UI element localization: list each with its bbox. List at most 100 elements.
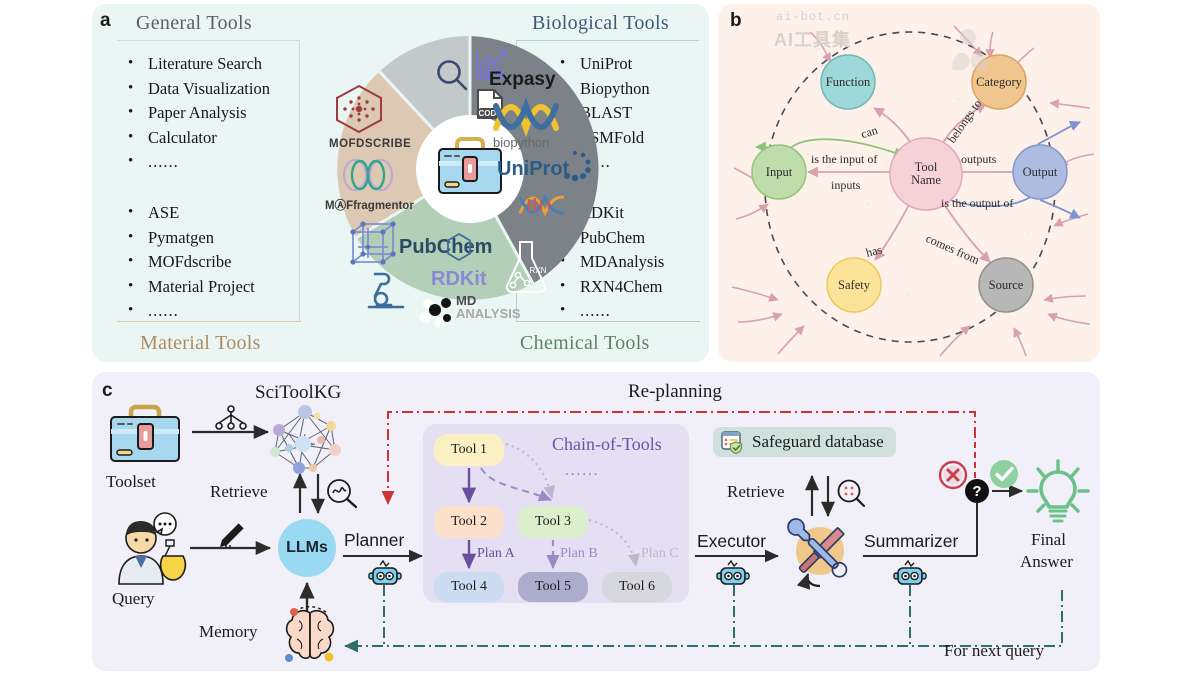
check-circle-icon [990, 460, 1018, 488]
list-item: Material Project [122, 274, 255, 300]
list-item: Paper Analysis [122, 100, 270, 126]
retrieve-bottom-label: Retrieve [727, 482, 785, 501]
memory-feedback-loop [344, 590, 1063, 653]
material-tools-title: Material Tools [140, 332, 261, 354]
toolbox-icon [438, 137, 502, 194]
output-outgoing-edge-2 [1039, 199, 1081, 219]
node-input-circle [751, 144, 807, 200]
knowledge-graph-svg [731, 25, 1095, 357]
node-output-label: Output [1022, 164, 1058, 179]
expasy-logo: Expasy [489, 69, 556, 90]
for-next-query-label: For next query [944, 641, 1045, 660]
search-icon [837, 479, 866, 508]
summarizer-label: Summarizer [864, 531, 959, 551]
tool-chip-tool6[interactable]: Tool 6 [602, 572, 672, 602]
list-item: MDAnalysis [554, 249, 664, 275]
robot-icon [893, 559, 927, 585]
list-item: Pymatgen [122, 225, 255, 251]
crystal-lattice-icon [350, 221, 396, 265]
node-tool-label-line1: Tool [914, 160, 938, 174]
material-tools-list: ASE Pymatgen MOFdscribe Material Project… [122, 200, 255, 324]
chemical-tools-title: Chemical Tools [520, 332, 650, 354]
toolset-label: Toolset [106, 472, 156, 491]
query-label: Query [112, 589, 155, 608]
donut-segment-chemical [356, 169, 533, 300]
chain-of-tools-title: Chain-of-Tools [552, 434, 662, 454]
lightbulb-icon [1026, 459, 1090, 523]
node-category-label: Category [976, 74, 1022, 89]
edge-label-inputs: inputs [831, 178, 861, 192]
robot-arm-icon [367, 272, 405, 309]
node-safety-circle [826, 257, 882, 313]
tool-chip-tool2[interactable]: Tool 2 [434, 506, 504, 538]
safeguard-database-label: Safeguard database [752, 432, 884, 451]
tool-chip-tool1[interactable]: Tool 1 [434, 434, 504, 466]
pencil-icon [220, 522, 245, 547]
dna-icon [518, 193, 565, 217]
general-tools-title: General Tools [136, 12, 252, 34]
node-source-circle [978, 257, 1034, 313]
node-safety-label: Safety [838, 277, 870, 292]
general-tools-list: Literature Search Data Visualization Pap… [122, 51, 270, 175]
chart-icon [476, 50, 508, 79]
list-item: UniProt [554, 51, 650, 77]
executor-label: Executor [697, 531, 767, 551]
plan-b-label: Plan B [560, 546, 598, 561]
panel-b: b [718, 4, 1100, 362]
arrow-tool1-tool3-dotted [505, 443, 556, 499]
panel-a: a General Tools Biological Tools Materia… [92, 4, 709, 362]
node-function-circle [820, 54, 876, 110]
node-tool-circle [889, 137, 963, 211]
search-icon [437, 60, 468, 91]
biological-tools-title: Biological Tools [532, 12, 669, 34]
list-item: ASE [122, 200, 255, 226]
donut-segment-material [337, 71, 470, 238]
uniprot-dots-icon [564, 151, 591, 182]
panel-a-letter: a [100, 10, 111, 31]
uniprot-logo: UniProt [497, 158, 570, 180]
list-item: MOFdscribe [122, 249, 255, 275]
scitoolkg-label: SciToolKG [255, 382, 342, 403]
memory-label: Memory [199, 622, 258, 641]
final-answer-line1: Final [1031, 530, 1066, 549]
panel-c: c [92, 372, 1100, 671]
rdkit-logo: RDKit [431, 268, 487, 290]
question-mark-icon: ? [965, 479, 989, 503]
edge-label-is-the-output-of: is the output of [941, 196, 1014, 210]
scientist-icon [118, 512, 187, 585]
wrench-screwdriver-icon [787, 518, 848, 590]
replanning-loop [381, 411, 976, 505]
shield-database-icon [721, 431, 743, 455]
tool-chip-tool3[interactable]: Tool 3 [518, 506, 588, 538]
robot-icon [368, 559, 402, 585]
brain-icon [285, 606, 335, 662]
plan-c-label: Plan C [641, 546, 679, 561]
safeguard-database-chip[interactable]: Safeguard database [713, 427, 896, 457]
mdanalysis-molecule-icon [419, 298, 451, 327]
edge-label-is-the-input-of: is the input of [811, 152, 878, 166]
list-item: Data Visualization [122, 76, 270, 102]
moffragmentor-icon [343, 159, 393, 191]
md-analysis-logo: MD ANALYSIS [456, 293, 521, 321]
replanning-label: Re-planning [628, 381, 722, 402]
hexagon-icon [447, 232, 471, 262]
general-rule-right [299, 40, 301, 322]
panel-b-letter: b [730, 10, 742, 31]
list-item: Literature Search [122, 51, 270, 77]
watermark-text-line1: ai-bot.cn [776, 10, 850, 24]
watermark-logo-icon [952, 29, 988, 71]
list-item: ...... [122, 149, 270, 175]
bio-rule-top [516, 40, 699, 42]
general-rule-top [117, 40, 300, 42]
rxn-flask-icon: RXN [505, 241, 547, 293]
list-item: ...... [554, 298, 664, 324]
node-tool-label: Tool Name [898, 157, 954, 191]
tool-chip-tool4[interactable]: Tool 4 [434, 572, 504, 602]
node-input-label: Input [765, 164, 793, 179]
tool-chip-tool5[interactable]: Tool 5 [518, 572, 588, 602]
tool-donut-chart: CODE Expasy biopython UniProt [325, 35, 603, 327]
robot-icon [716, 559, 750, 585]
pubchem-logo: PubChem [399, 236, 493, 258]
chemical-tools-list: RDKit PubChem MDAnalysis RXN4Chem ...... [554, 200, 664, 324]
